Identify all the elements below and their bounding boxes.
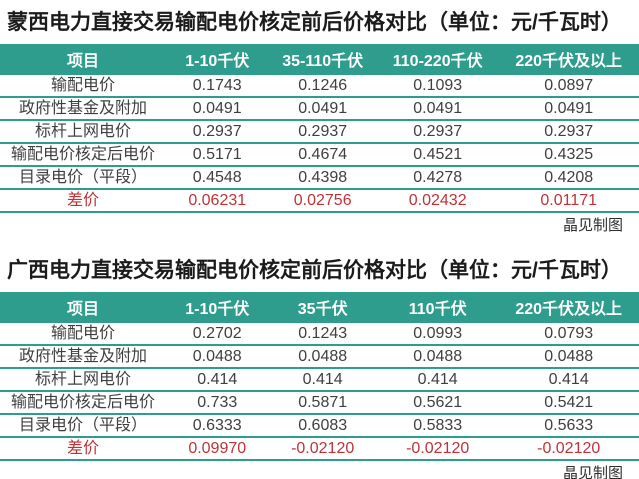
row-label: 标杆上网电价 [0, 368, 167, 392]
table-title-mengxi: 蒙西电力直接交易输配电价核定前后价格对比（单位：元/千瓦时） [7, 11, 622, 34]
price-value: 0.0993 [376, 323, 499, 346]
price-value: 0.5171 [166, 143, 269, 167]
column-header: 项目 [0, 292, 167, 323]
column-header: 110-220千伏 [376, 44, 499, 75]
price-value: 0.1093 [376, 75, 499, 98]
price-value: 0.5833 [376, 414, 499, 438]
row-label: 目录电价（平段） [0, 166, 167, 190]
price-value: 0.5871 [268, 391, 377, 415]
price-value: -0.02120 [498, 437, 639, 461]
header-row: 项目 1-10千伏 35-110千伏 110-220千伏 220千伏及以上 [0, 44, 639, 75]
price-value: 0.4548 [166, 166, 269, 190]
price-value: 0.414 [166, 368, 269, 392]
row-label: 输配电价核定后电价 [0, 391, 167, 415]
column-header: 35-110千伏 [268, 44, 377, 75]
table-row: 政府性基金及附加 0.0491 0.0491 0.0491 0.0491 [0, 97, 639, 121]
price-value: 0.0491 [498, 97, 639, 121]
table-row: 标杆上网电价 0.414 0.414 0.414 0.414 [0, 368, 639, 392]
price-value: 0.0488 [166, 345, 269, 369]
price-value: 0.01171 [498, 189, 639, 213]
row-label: 输配电价核定后电价 [0, 143, 167, 167]
table-row: 目录电价（平段） 0.6333 0.6083 0.5833 0.5633 [0, 414, 639, 438]
price-table-mengxi: 项目 1-10千伏 35-110千伏 110-220千伏 220千伏及以上 输配电价 0.… [0, 44, 639, 213]
price-value: 0.4208 [498, 166, 639, 190]
credit-label: 晶见制图 [562, 465, 623, 479]
price-value: -0.02120 [268, 437, 377, 461]
price-value: 0.0488 [498, 345, 639, 369]
row-label: 政府性基金及附加 [0, 345, 167, 369]
price-value: 0.4398 [268, 166, 377, 190]
credit-label: 晶见制图 [562, 217, 623, 234]
price-value: 0.06231 [166, 189, 269, 213]
price-value: 0.5621 [376, 391, 499, 415]
price-value: 0.1243 [268, 323, 377, 346]
price-value: 0.0491 [268, 97, 377, 121]
row-label: 标杆上网电价 [0, 120, 167, 144]
table-row: 输配电价 0.1743 0.1246 0.1093 0.0897 [0, 75, 639, 98]
table-header: 项目 1-10千伏 35-110千伏 110-220千伏 220千伏及以上 [0, 44, 639, 75]
price-value: 0.5421 [498, 391, 639, 415]
table-body: 输配电价 0.2702 0.1243 0.0993 0.0793 政府性基金及附加 0.04… [0, 323, 639, 461]
row-label: 输配电价 [0, 75, 167, 98]
table-row: 输配电价核定后电价 0.733 0.5871 0.5621 0.5421 [0, 391, 639, 415]
price-value: 0.2937 [268, 120, 377, 144]
table-row: 输配电价 0.2702 0.1243 0.0993 0.0793 [0, 323, 639, 346]
column-header: 35千伏 [268, 292, 377, 323]
price-value: 0.02432 [376, 189, 499, 213]
price-value: 0.4521 [376, 143, 499, 167]
column-header: 1-10千伏 [166, 292, 269, 323]
price-value: 0.2937 [166, 120, 269, 144]
table-row: 标杆上网电价 0.2937 0.2937 0.2937 0.2937 [0, 120, 639, 144]
row-label: 差价 [0, 437, 167, 461]
price-value: 0.02756 [268, 189, 377, 213]
price-value: 0.414 [498, 368, 639, 392]
price-table-guangxi: 项目 1-10千伏 35千伏 110千伏 220千伏及以上 输配电价 0.2702 0.12… [0, 292, 639, 461]
price-value: 0.1743 [166, 75, 269, 98]
price-value: 0.0491 [166, 97, 269, 121]
table-section-mengxi: 蒙西电力直接交易输配电价核定前后价格对比（单位：元/千瓦时） 项目 1-10千伏 3… [0, 8, 639, 235]
column-header: 110千伏 [376, 292, 499, 323]
header-row: 项目 1-10千伏 35千伏 110千伏 220千伏及以上 [0, 292, 639, 323]
price-value: 0.0793 [498, 323, 639, 346]
table-row: 差价 0.06231 0.02756 0.02432 0.01171 [0, 189, 639, 213]
price-value: 0.09970 [166, 437, 269, 461]
column-header: 220千伏及以上 [498, 292, 639, 323]
price-value: 0.733 [166, 391, 269, 415]
price-value: 0.6333 [166, 414, 269, 438]
price-value: 0.6083 [268, 414, 377, 438]
price-value: -0.02120 [376, 437, 499, 461]
table-section-guangxi: 广西电力直接交易输配电价核定前后价格对比（单位：元/千瓦时） 项目 1-10千伏 3… [0, 256, 639, 479]
price-value: 0.414 [376, 368, 499, 392]
row-label: 政府性基金及附加 [0, 97, 167, 121]
table-header: 项目 1-10千伏 35千伏 110千伏 220千伏及以上 [0, 292, 639, 323]
table-row: 目录电价（平段） 0.4548 0.4398 0.4278 0.4208 [0, 166, 639, 190]
price-value: 0.0491 [376, 97, 499, 121]
column-header: 项目 [0, 44, 167, 75]
price-value: 0.2702 [166, 323, 269, 346]
table-row: 输配电价核定后电价 0.5171 0.4674 0.4521 0.4325 [0, 143, 639, 167]
price-value: 0.5633 [498, 414, 639, 438]
price-value: 0.0488 [376, 345, 499, 369]
column-header: 1-10千伏 [166, 44, 269, 75]
price-value: 0.414 [268, 368, 377, 392]
table-body: 输配电价 0.1743 0.1246 0.1093 0.0897 政府性基金及附加 0.04… [0, 75, 639, 213]
row-label: 目录电价（平段） [0, 414, 167, 438]
price-value: 0.2937 [376, 120, 499, 144]
row-label: 差价 [0, 189, 167, 213]
price-value: 0.2937 [498, 120, 639, 144]
row-label: 输配电价 [0, 323, 167, 346]
column-header: 220千伏及以上 [498, 44, 639, 75]
table-title-guangxi: 广西电力直接交易输配电价核定前后价格对比（单位：元/千瓦时） [7, 259, 622, 282]
price-value: 0.0897 [498, 75, 639, 98]
price-value: 0.4674 [268, 143, 377, 167]
table-row: 政府性基金及附加 0.0488 0.0488 0.0488 0.0488 [0, 345, 639, 369]
price-value: 0.4325 [498, 143, 639, 167]
price-value: 0.0488 [268, 345, 377, 369]
price-value: 0.4278 [376, 166, 499, 190]
price-value: 0.1246 [268, 75, 377, 98]
table-row: 差价 0.09970 -0.02120 -0.02120 -0.02120 [0, 437, 639, 461]
